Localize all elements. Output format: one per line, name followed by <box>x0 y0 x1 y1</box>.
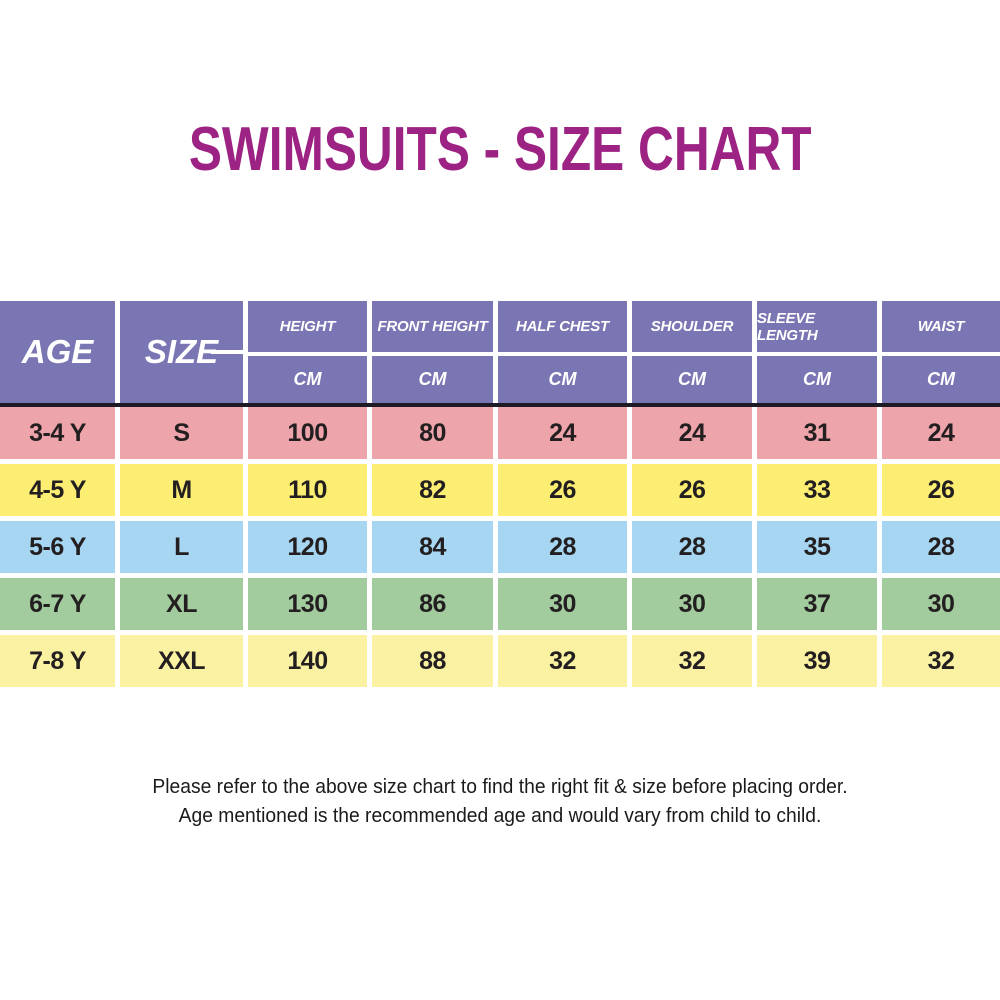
cell-sleeve-length: 31 <box>757 407 877 459</box>
header-cell-height: HEIGHT <box>248 301 367 352</box>
footer-note: Please refer to the above size chart to … <box>0 772 1000 830</box>
header-unit-shoulder: CM <box>632 356 752 403</box>
cell-shoulder: 26 <box>632 464 752 516</box>
table-row: 4-5 Y M 110 82 26 26 33 26 <box>0 464 1000 516</box>
cell-height: 130 <box>248 578 367 630</box>
footer-line-2: Age mentioned is the recommended age and… <box>178 804 822 827</box>
cell-front-height: 88 <box>372 635 493 687</box>
cell-sleeve-length: 39 <box>757 635 877 687</box>
cell-shoulder: 24 <box>632 407 752 459</box>
cell-waist: 30 <box>882 578 1000 630</box>
header-unit-height: CM <box>248 356 367 403</box>
cell-sleeve-length: 33 <box>757 464 877 516</box>
cell-front-height: 82 <box>372 464 493 516</box>
cell-waist: 26 <box>882 464 1000 516</box>
header-cell-sleeve-length: SLEEVE LENGTH <box>757 301 877 352</box>
cell-waist: 28 <box>882 521 1000 573</box>
cell-age: 6-7 Y <box>0 578 115 630</box>
header-cell-waist: WAIST <box>882 301 1000 352</box>
cell-size: XXL <box>120 635 243 687</box>
table-header: AGE SIZE HEIGHT FRONT HEIGHT HALF CHEST … <box>0 301 1000 407</box>
header-unit-waist: CM <box>882 356 1000 403</box>
page-title-wrap: SWIMSUITS - SIZE CHART <box>0 118 1000 182</box>
cell-age: 5-6 Y <box>0 521 115 573</box>
table-row: 7-8 Y XXL 140 88 32 32 39 32 <box>0 635 1000 687</box>
cell-front-height: 84 <box>372 521 493 573</box>
cell-half-chest: 30 <box>498 578 627 630</box>
cell-sleeve-length: 35 <box>757 521 877 573</box>
cell-shoulder: 28 <box>632 521 752 573</box>
header-unit-front-height: CM <box>372 356 493 403</box>
header-cell-size: SIZE <box>120 301 243 403</box>
header-cell-front-height: FRONT HEIGHT <box>372 301 493 352</box>
size-dash-rule <box>211 350 243 354</box>
header-cell-age: AGE <box>0 301 115 403</box>
cell-size: M <box>120 464 243 516</box>
cell-height: 100 <box>248 407 367 459</box>
table-body: 3-4 Y S 100 80 24 24 31 24 4-5 Y M 110 8… <box>0 407 1000 687</box>
cell-half-chest: 24 <box>498 407 627 459</box>
header-unit-half-chest: CM <box>498 356 627 403</box>
header-cell-shoulder: SHOULDER <box>632 301 752 352</box>
cell-half-chest: 26 <box>498 464 627 516</box>
page-title: SWIMSUITS - SIZE CHART <box>188 115 812 184</box>
cell-size: L <box>120 521 243 573</box>
cell-shoulder: 30 <box>632 578 752 630</box>
header-cell-size-label: SIZE <box>144 333 219 370</box>
table-row: 3-4 Y S 100 80 24 24 31 24 <box>0 407 1000 459</box>
table-row: 6-7 Y XL 130 86 30 30 37 30 <box>0 578 1000 630</box>
cell-waist: 24 <box>882 407 1000 459</box>
cell-age: 3-4 Y <box>0 407 115 459</box>
cell-size: S <box>120 407 243 459</box>
cell-size: XL <box>120 578 243 630</box>
cell-height: 140 <box>248 635 367 687</box>
footer-line-1: Please refer to the above size chart to … <box>152 775 848 798</box>
cell-age: 4-5 Y <box>0 464 115 516</box>
cell-height: 110 <box>248 464 367 516</box>
cell-shoulder: 32 <box>632 635 752 687</box>
header-cell-half-chest: HALF CHEST <box>498 301 627 352</box>
cell-age: 7-8 Y <box>0 635 115 687</box>
cell-front-height: 80 <box>372 407 493 459</box>
cell-front-height: 86 <box>372 578 493 630</box>
size-chart-table: AGE SIZE HEIGHT FRONT HEIGHT HALF CHEST … <box>0 301 1000 687</box>
cell-half-chest: 32 <box>498 635 627 687</box>
cell-height: 120 <box>248 521 367 573</box>
cell-sleeve-length: 37 <box>757 578 877 630</box>
header-unit-sleeve-length: CM <box>757 356 877 403</box>
table-row: 5-6 Y L 120 84 28 28 35 28 <box>0 521 1000 573</box>
cell-waist: 32 <box>882 635 1000 687</box>
cell-half-chest: 28 <box>498 521 627 573</box>
